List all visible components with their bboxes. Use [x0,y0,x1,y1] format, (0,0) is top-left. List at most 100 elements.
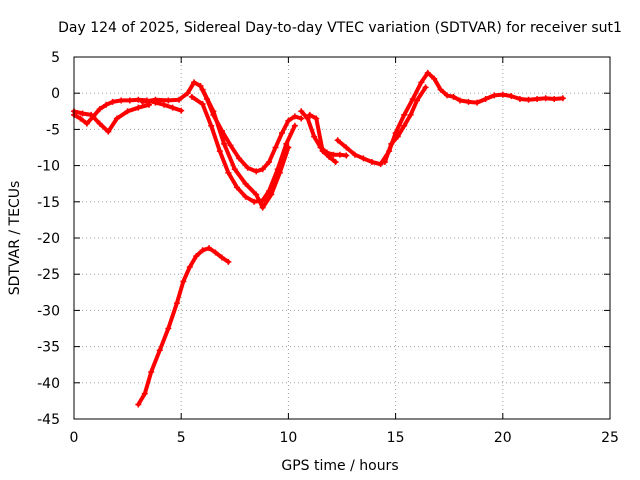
data-point [135,104,142,111]
data-point [135,401,142,408]
data-point [414,97,421,104]
data-point [96,120,103,127]
data-point [465,98,472,105]
data-point [199,247,206,254]
data-point [210,108,217,115]
data-point [266,158,273,165]
x-tick-label: 0 [70,430,79,446]
data-point [388,140,395,147]
data-point [186,263,193,270]
y-axis-label: SDTVAR / TECUs [7,181,23,296]
data-point [253,191,260,198]
data-point [482,95,489,102]
data-point [88,111,95,118]
data-point [394,133,401,140]
data-point [381,158,388,165]
data-point [141,390,148,397]
data-point [285,144,292,151]
data-point [231,166,238,173]
data-point [96,106,103,113]
data-point [491,92,498,99]
data-point [165,325,172,332]
data-point [165,97,172,104]
data-point [206,245,213,252]
ticks: 0 5 10 15 20 25 5 0 -5 -10 -15 -20 -25 -30 -35 -40 -45 [37,50,619,446]
data-point [319,148,326,155]
data-point [184,90,191,97]
data-point [369,158,376,165]
data-point [276,169,283,176]
data-point [83,120,90,127]
data-point [542,95,549,102]
y-tick-label: -35 [37,340,60,356]
data-point [499,91,506,98]
data-point [148,368,155,375]
data-point [444,92,451,99]
series-track-10 [136,246,231,407]
data-point [169,104,176,111]
data-point [225,258,232,265]
y-tick-label: -25 [37,267,60,283]
data-point [227,142,234,149]
data-point [278,130,285,137]
data-point [360,155,367,162]
x-tick-label: 15 [387,430,405,446]
data-point [233,184,240,191]
data-point [343,152,350,159]
data-point [437,86,444,93]
data-point [508,93,515,100]
data-point [199,86,206,93]
data-point [431,75,438,82]
y-tick-label: -15 [37,195,60,211]
data-point [152,96,159,103]
data-point [311,133,318,140]
data-point [313,115,320,122]
data-point [191,79,198,86]
data-point [450,93,457,100]
data-point [109,98,116,105]
data-point [525,96,532,103]
data-point [330,151,337,158]
data-point [474,99,481,106]
data-point [377,161,384,168]
y-tick-label: -30 [37,303,60,319]
data-point [401,122,408,129]
data-point [212,249,219,256]
x-tick-label: 5 [177,430,186,446]
data-point [401,111,408,118]
data-point [551,95,558,102]
chart-title: Day 124 of 2025, Sidereal Day-to-day VTE… [58,20,622,36]
series-track-5 [200,87,291,210]
y-tick-label: -10 [37,159,60,175]
data-point [242,180,249,187]
data-point [332,158,339,165]
y-tick-label: -40 [37,376,60,392]
data-point [199,101,206,108]
grid [74,57,610,419]
data-point [259,166,266,173]
data-point [176,96,183,103]
x-tick-label: 10 [279,430,297,446]
data-point [306,111,313,118]
data-point [251,198,258,205]
y-tick-label: 0 [51,86,60,102]
data-point [188,93,195,100]
data-point [418,79,425,86]
data-point [407,111,414,118]
y-tick-label: -20 [37,231,60,247]
data-point [456,97,463,104]
data-point [161,101,168,108]
data-point [291,113,298,120]
data-point [268,191,275,198]
data-point [221,140,228,147]
data-point [285,117,292,124]
data-point [409,95,416,102]
data-point [336,151,343,158]
data-point [126,97,133,104]
data-point [253,168,260,175]
data-point [334,137,341,144]
data-point [113,115,120,122]
data-point [298,108,305,115]
data-point [283,140,290,147]
